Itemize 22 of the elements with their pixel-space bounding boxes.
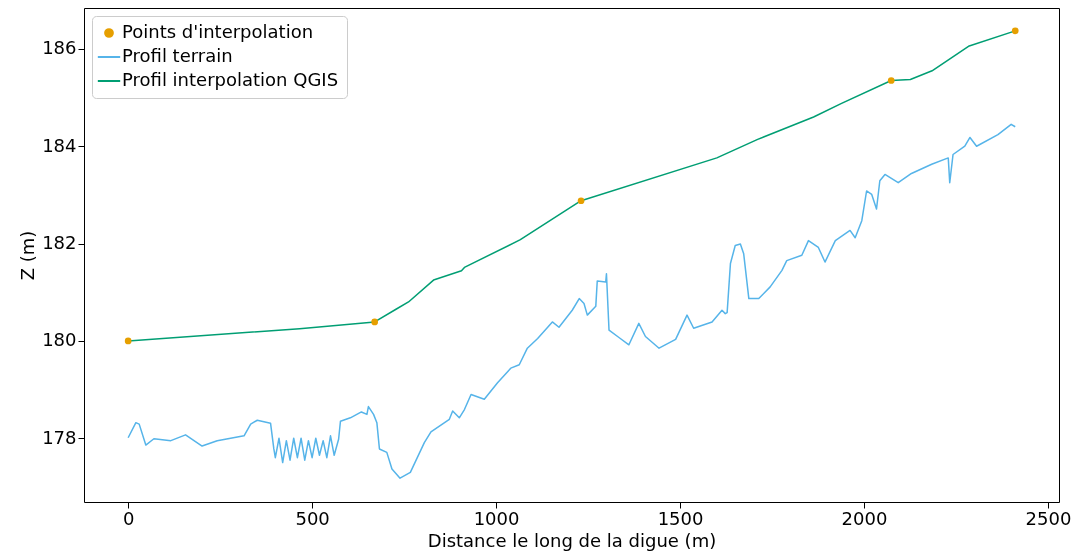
y-axis-title: Z (m) bbox=[17, 230, 39, 281]
y-tick-label: 186 bbox=[42, 37, 77, 59]
x-tick-label: 500 bbox=[295, 507, 330, 529]
legend-label: Profil terrain bbox=[122, 45, 233, 66]
legend-label: Points d'interpolation bbox=[122, 21, 314, 42]
x-axis-title: Distance le long de la digue (m) bbox=[427, 529, 717, 551]
point bbox=[577, 197, 585, 205]
x-tick-label: 2500 bbox=[1025, 507, 1072, 529]
point bbox=[887, 77, 895, 84]
y-tick-label: 184 bbox=[42, 134, 77, 156]
legend-label: Profil interpolation QGIS bbox=[122, 69, 339, 90]
y-tick-label: 182 bbox=[42, 232, 77, 254]
x-tick-label: 2000 bbox=[841, 507, 888, 529]
y-tick-label: 178 bbox=[42, 426, 77, 448]
point bbox=[124, 337, 132, 345]
x-tick-label: 1000 bbox=[473, 507, 520, 529]
point bbox=[1011, 27, 1019, 35]
x-tick-label: 1500 bbox=[657, 507, 704, 529]
point bbox=[371, 318, 379, 326]
y-tick-label: 180 bbox=[42, 329, 77, 351]
line-series bbox=[127, 123, 1016, 479]
x-tick-label: 0 bbox=[122, 507, 135, 529]
